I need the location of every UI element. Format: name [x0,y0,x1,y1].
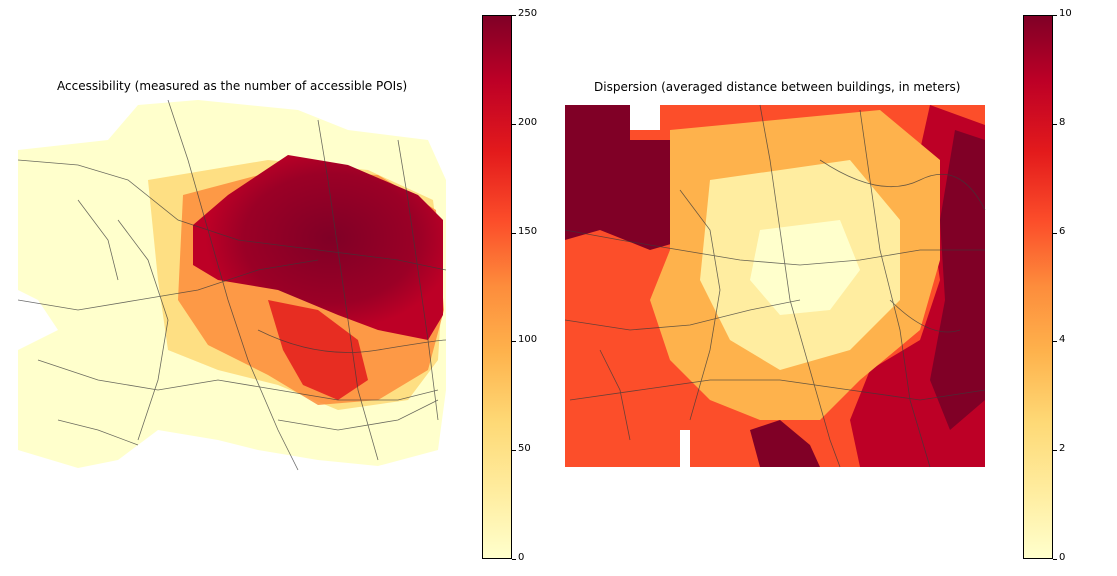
bottom-high-dispersion [750,420,820,467]
dispersion-map [564,104,986,468]
colorbar-tick-label: 50 [512,443,531,455]
colorbar-tick-label: 200 [511,116,538,128]
accessibility-title: Accessibility (measured as the number of… [57,79,408,93]
dispersion-colorbar [1023,15,1053,559]
colorbar-tick-label: 250 [511,8,538,19]
top-left-high-dispersion [565,105,690,250]
high-accessibility-area [193,155,443,340]
accessibility-map [18,100,447,471]
colorbar-tick-label: 4 [1052,334,1066,346]
colorbar-tick-label: 150 [511,225,538,237]
road-network-right [564,104,986,468]
colorbar-tick-label: 0 [1052,552,1066,563]
dispersion-core [750,220,860,315]
dispersion-title: Dispersion (averaged distance between bu… [594,80,961,94]
bottom-notch [680,430,690,467]
upper-notch [630,105,660,130]
colorbar-tick-label: 6 [1052,225,1066,237]
right-core-high-dispersion [930,130,985,430]
colorbar-tick-label: 0 [511,552,525,563]
road-network [18,100,447,471]
colorbar-tick-label: 8 [1052,116,1066,128]
colorbar-tick-label: 100 [511,334,538,346]
colorbar-tick-label: 10 [1053,8,1072,19]
accessibility-colorbar [482,15,512,559]
colorbar-tick-label: 2 [1052,443,1066,455]
